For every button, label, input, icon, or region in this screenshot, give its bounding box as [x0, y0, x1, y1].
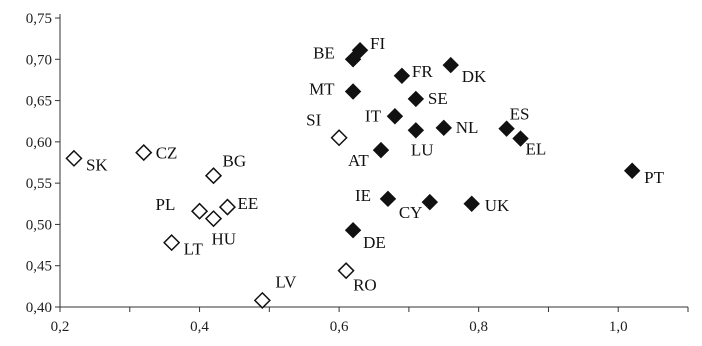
label-pl: PL: [156, 195, 176, 214]
label-el: EL: [526, 140, 547, 159]
point-ro: [337, 262, 355, 280]
point-ie: [379, 190, 397, 208]
point-pl: [190, 202, 209, 220]
point-uk: [463, 195, 480, 212]
label-pt: PT: [644, 168, 664, 187]
axes: [59, 14, 688, 308]
point-lv: [253, 291, 271, 309]
point-cz: [135, 144, 153, 162]
point-es: [498, 120, 515, 137]
label-ee: EE: [237, 194, 258, 213]
y-tick-label: 0,60: [26, 135, 52, 151]
point-cy: [421, 193, 439, 211]
x-tick-label: 0,4: [190, 319, 209, 335]
label-lu: LU: [411, 140, 434, 159]
x-tick-label: 0,6: [330, 319, 349, 335]
x-tick-label: 0,2: [51, 319, 70, 335]
y-tick-label: 0,65: [26, 94, 52, 110]
point-bg: [204, 167, 223, 185]
label-at: AT: [348, 151, 369, 170]
label-hu: HU: [212, 230, 237, 249]
x-tick-label: 1,0: [609, 319, 628, 335]
point-dk: [442, 56, 459, 74]
point-fr: [393, 67, 411, 85]
point-lt: [163, 234, 181, 252]
point-pt: [623, 162, 641, 179]
point-si: [330, 129, 348, 147]
point-de: [344, 222, 362, 239]
y-tick-label: 0,70: [26, 52, 52, 68]
label-nl: NL: [456, 118, 479, 137]
label-uk: UK: [485, 196, 510, 215]
point-ee: [218, 198, 237, 216]
x-tick-label: 0,8: [469, 319, 488, 335]
label-ro: RO: [353, 276, 377, 295]
y-tick-label: 0,50: [26, 217, 52, 233]
data-points: [65, 41, 641, 309]
point-fi: [351, 41, 369, 59]
point-mt: [344, 83, 362, 100]
point-el: [512, 130, 529, 147]
label-ie: IE: [355, 186, 371, 205]
y-tick-label: 0,40: [26, 300, 52, 316]
label-es: ES: [510, 105, 530, 124]
label-be: BE: [313, 43, 335, 62]
label-lv: LV: [275, 272, 297, 291]
point-at: [372, 141, 390, 159]
label-mt: MT: [309, 79, 335, 98]
label-fr: FR: [412, 62, 433, 81]
point-labels: BE FI DK FR MT SE IT LU NL ES EL AT PT IE CY UK DE SK CZ BG…: [86, 34, 665, 294]
tick-labels: 0,40 0,45 0,50 0,55 0,60 0,65 0,70 0,75 0,2 0,4 0,…: [26, 11, 689, 335]
label-si: SI: [306, 111, 321, 130]
label-bg: BG: [223, 152, 247, 171]
label-sk: SK: [86, 155, 108, 174]
y-tick-label: 0,75: [26, 11, 52, 27]
label-dk: DK: [462, 67, 487, 86]
point-se: [407, 90, 425, 108]
point-sk: [65, 149, 83, 167]
label-fi: FI: [370, 34, 385, 53]
label-de: DE: [363, 233, 386, 252]
y-tick-label: 0,45: [26, 259, 52, 275]
label-cz: CZ: [156, 144, 178, 163]
label-lt: LT: [184, 240, 204, 259]
point-lu: [407, 122, 425, 139]
point-be: [344, 51, 362, 68]
y-tick-label: 0,55: [26, 176, 52, 192]
point-it: [386, 108, 404, 125]
label-se: SE: [428, 89, 448, 108]
point-hu: [204, 210, 223, 228]
point-nl: [435, 119, 452, 137]
label-cy: CY: [399, 203, 423, 222]
label-it: IT: [365, 106, 382, 125]
